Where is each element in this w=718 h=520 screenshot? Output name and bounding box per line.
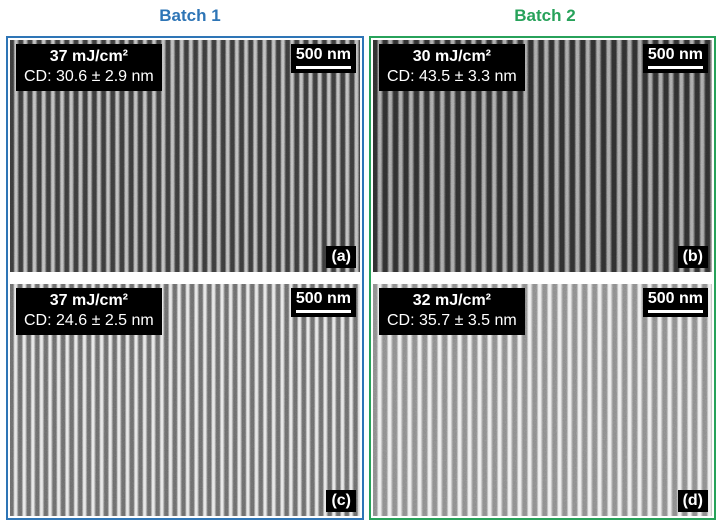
- scale-bar-box: 500 nm: [643, 288, 708, 317]
- scale-bar: [296, 310, 351, 313]
- figure: {"batches": [ {"title": "Batch 1", "pane…: [0, 0, 718, 516]
- cd-label: CD: 43.5 ± 3.3 nm: [387, 67, 517, 87]
- scale-bar: [296, 66, 351, 69]
- scale-bar-box: 500 nm: [291, 44, 356, 73]
- scale-bar-label: 500 nm: [296, 46, 351, 64]
- panel-label: (d): [678, 490, 708, 512]
- batch-title: Batch 2: [445, 6, 645, 26]
- scale-bar-label: 500 nm: [296, 290, 351, 308]
- dose-label: 37 mJ/cm²: [24, 47, 154, 67]
- cd-label: CD: 35.7 ± 3.5 nm: [387, 311, 517, 331]
- dose-label: 37 mJ/cm²: [24, 291, 154, 311]
- cd-label: CD: 30.6 ± 2.9 nm: [24, 67, 154, 87]
- scale-bar-box: 500 nm: [643, 44, 708, 73]
- scale-bar-box: 500 nm: [291, 288, 356, 317]
- scale-bar: [648, 66, 703, 69]
- cd-label: CD: 24.6 ± 2.5 nm: [24, 311, 154, 331]
- dose-label: 30 mJ/cm²: [387, 47, 517, 67]
- dose-label: 32 mJ/cm²: [387, 291, 517, 311]
- panel-label: (a): [326, 246, 356, 268]
- panel-label: (c): [326, 490, 356, 512]
- panel-label: (b): [678, 246, 708, 268]
- scale-bar-label: 500 nm: [648, 290, 703, 308]
- scale-bar-label: 500 nm: [648, 46, 703, 64]
- scale-bar: [648, 310, 703, 313]
- batch-title: Batch 1: [90, 6, 290, 26]
